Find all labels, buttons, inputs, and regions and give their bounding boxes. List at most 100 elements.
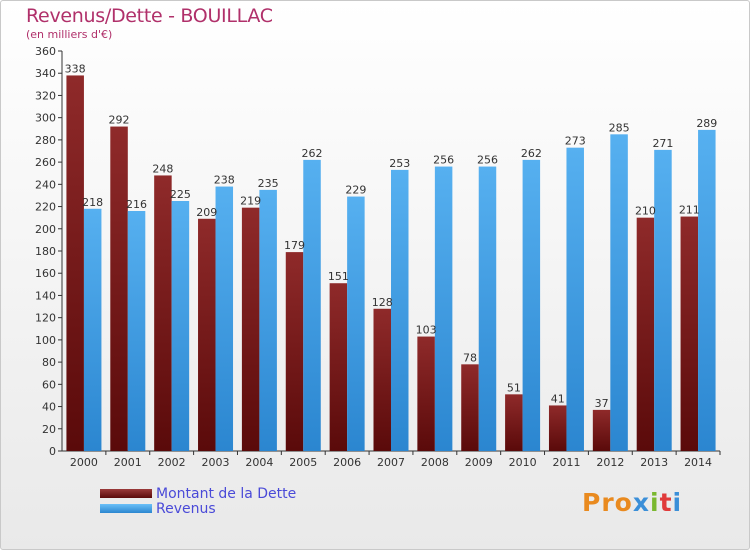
data-label-revenus: 216 (126, 198, 147, 211)
bar-revenus (83, 208, 102, 451)
bar-dette (461, 364, 479, 451)
bar-revenus (478, 166, 497, 452)
bar-dette (241, 207, 260, 451)
y-tick-label: 300 (35, 112, 56, 125)
bar-dette (154, 175, 172, 451)
y-tick-label: 60 (42, 378, 56, 391)
y-tick-label: 0 (49, 445, 56, 458)
y-tick-label: 100 (35, 334, 56, 347)
bar-dette (680, 216, 699, 451)
bar-revenus (610, 134, 628, 452)
y-tick-label: 200 (35, 223, 56, 236)
x-tick-label: 2003 (202, 456, 230, 469)
data-label-dette: 179 (284, 239, 305, 252)
x-tick-label: 2009 (465, 456, 493, 469)
data-label-revenus: 262 (521, 147, 542, 160)
bar-dette (66, 75, 84, 451)
chart-bars (66, 75, 716, 452)
y-tick-label: 80 (42, 356, 56, 369)
data-label-dette: 51 (507, 381, 521, 394)
bar-revenus (698, 129, 716, 451)
bar-dette (505, 394, 523, 451)
x-tick-label: 2004 (245, 456, 273, 469)
x-tick-label: 2001 (114, 456, 142, 469)
bar-revenus (391, 169, 409, 451)
data-label-dette: 292 (109, 114, 130, 127)
bar-revenus (215, 186, 234, 452)
y-tick-label: 260 (35, 156, 56, 169)
data-label-revenus: 271 (652, 137, 673, 150)
data-label-dette: 41 (551, 392, 565, 405)
data-label-revenus: 285 (609, 121, 630, 134)
data-label-dette: 37 (595, 397, 609, 410)
bar-dette (417, 336, 435, 451)
x-tick-label: 2005 (289, 456, 317, 469)
y-tick-label: 140 (35, 289, 56, 302)
data-label-revenus: 225 (170, 188, 191, 201)
bar-revenus (303, 159, 321, 451)
y-tick-label: 20 (42, 423, 56, 436)
bar-dette (285, 252, 304, 451)
y-tick-label: 240 (35, 178, 56, 191)
logo-letter: x (632, 488, 650, 517)
logo-letter: o (614, 488, 633, 517)
bar-revenus (171, 201, 190, 451)
legend-swatch-dette (100, 489, 152, 498)
logo-letter: i (650, 488, 660, 517)
data-label-revenus: 235 (258, 177, 279, 190)
bar-dette (329, 283, 348, 451)
bar-dette (373, 308, 391, 451)
bar-revenus (566, 147, 584, 451)
bar-revenus (434, 166, 453, 452)
data-label-revenus: 253 (389, 157, 410, 170)
y-tick-label: 160 (35, 267, 56, 280)
legend-label-dette: Montant de la Dette (156, 486, 297, 502)
chart-title: Revenus/Dette - BOUILLAC (26, 5, 273, 27)
bar-dette (110, 126, 128, 452)
data-label-dette: 219 (240, 195, 261, 208)
data-label-dette: 78 (463, 351, 477, 364)
y-tick-label: 220 (35, 201, 56, 214)
data-label-revenus: 273 (565, 135, 586, 148)
data-label-dette: 248 (152, 162, 173, 175)
logo-letter: P (582, 488, 602, 517)
chart-subtitle: (en milliers d'€) (26, 28, 113, 41)
bar-revenus (654, 149, 672, 451)
proxiti-logo: Proxiti (582, 488, 682, 517)
bar-revenus (127, 211, 146, 451)
y-tick-label: 360 (35, 45, 56, 58)
x-tick-label: 2008 (421, 456, 449, 469)
data-label-dette: 151 (328, 270, 349, 283)
data-label-dette: 128 (372, 296, 393, 309)
legend-swatch-revenus (100, 504, 152, 513)
data-label-revenus: 256 (433, 154, 454, 167)
data-label-dette: 103 (416, 324, 437, 337)
chart-axes: 0 20 40 60 80 100 120 140 160 180 200 220 240 260 280 3… (35, 45, 721, 469)
data-label-revenus: 256 (477, 154, 498, 167)
x-tick-label: 2011 (552, 456, 580, 469)
x-tick-label: 2014 (684, 456, 712, 469)
y-tick-label: 320 (35, 89, 56, 102)
data-label-revenus: 229 (345, 184, 366, 197)
x-tick-label: 2002 (158, 456, 186, 469)
x-tick-label: 2013 (640, 456, 668, 469)
data-label-revenus: 289 (696, 117, 717, 130)
data-label-dette: 338 (65, 62, 86, 75)
bar-dette (592, 409, 611, 451)
bar-dette (636, 217, 655, 451)
bar-dette (548, 405, 567, 451)
x-tick-label: 2010 (509, 456, 537, 469)
bar-revenus (522, 159, 541, 451)
chart-data-labels: 338 218 292 216 248 225 209 238 219 235 179 262 151 2… (65, 62, 718, 409)
data-label-revenus: 262 (302, 147, 323, 160)
y-tick-label: 180 (35, 245, 56, 258)
data-label-dette: 211 (679, 204, 700, 217)
legend-label-revenus: Revenus (156, 501, 216, 517)
data-label-dette: 209 (196, 206, 217, 219)
y-tick-label: 340 (35, 67, 56, 80)
y-tick-label: 40 (42, 401, 56, 414)
logo-letter: t (659, 488, 673, 517)
x-tick-label: 2000 (70, 456, 98, 469)
bar-revenus (259, 189, 277, 451)
